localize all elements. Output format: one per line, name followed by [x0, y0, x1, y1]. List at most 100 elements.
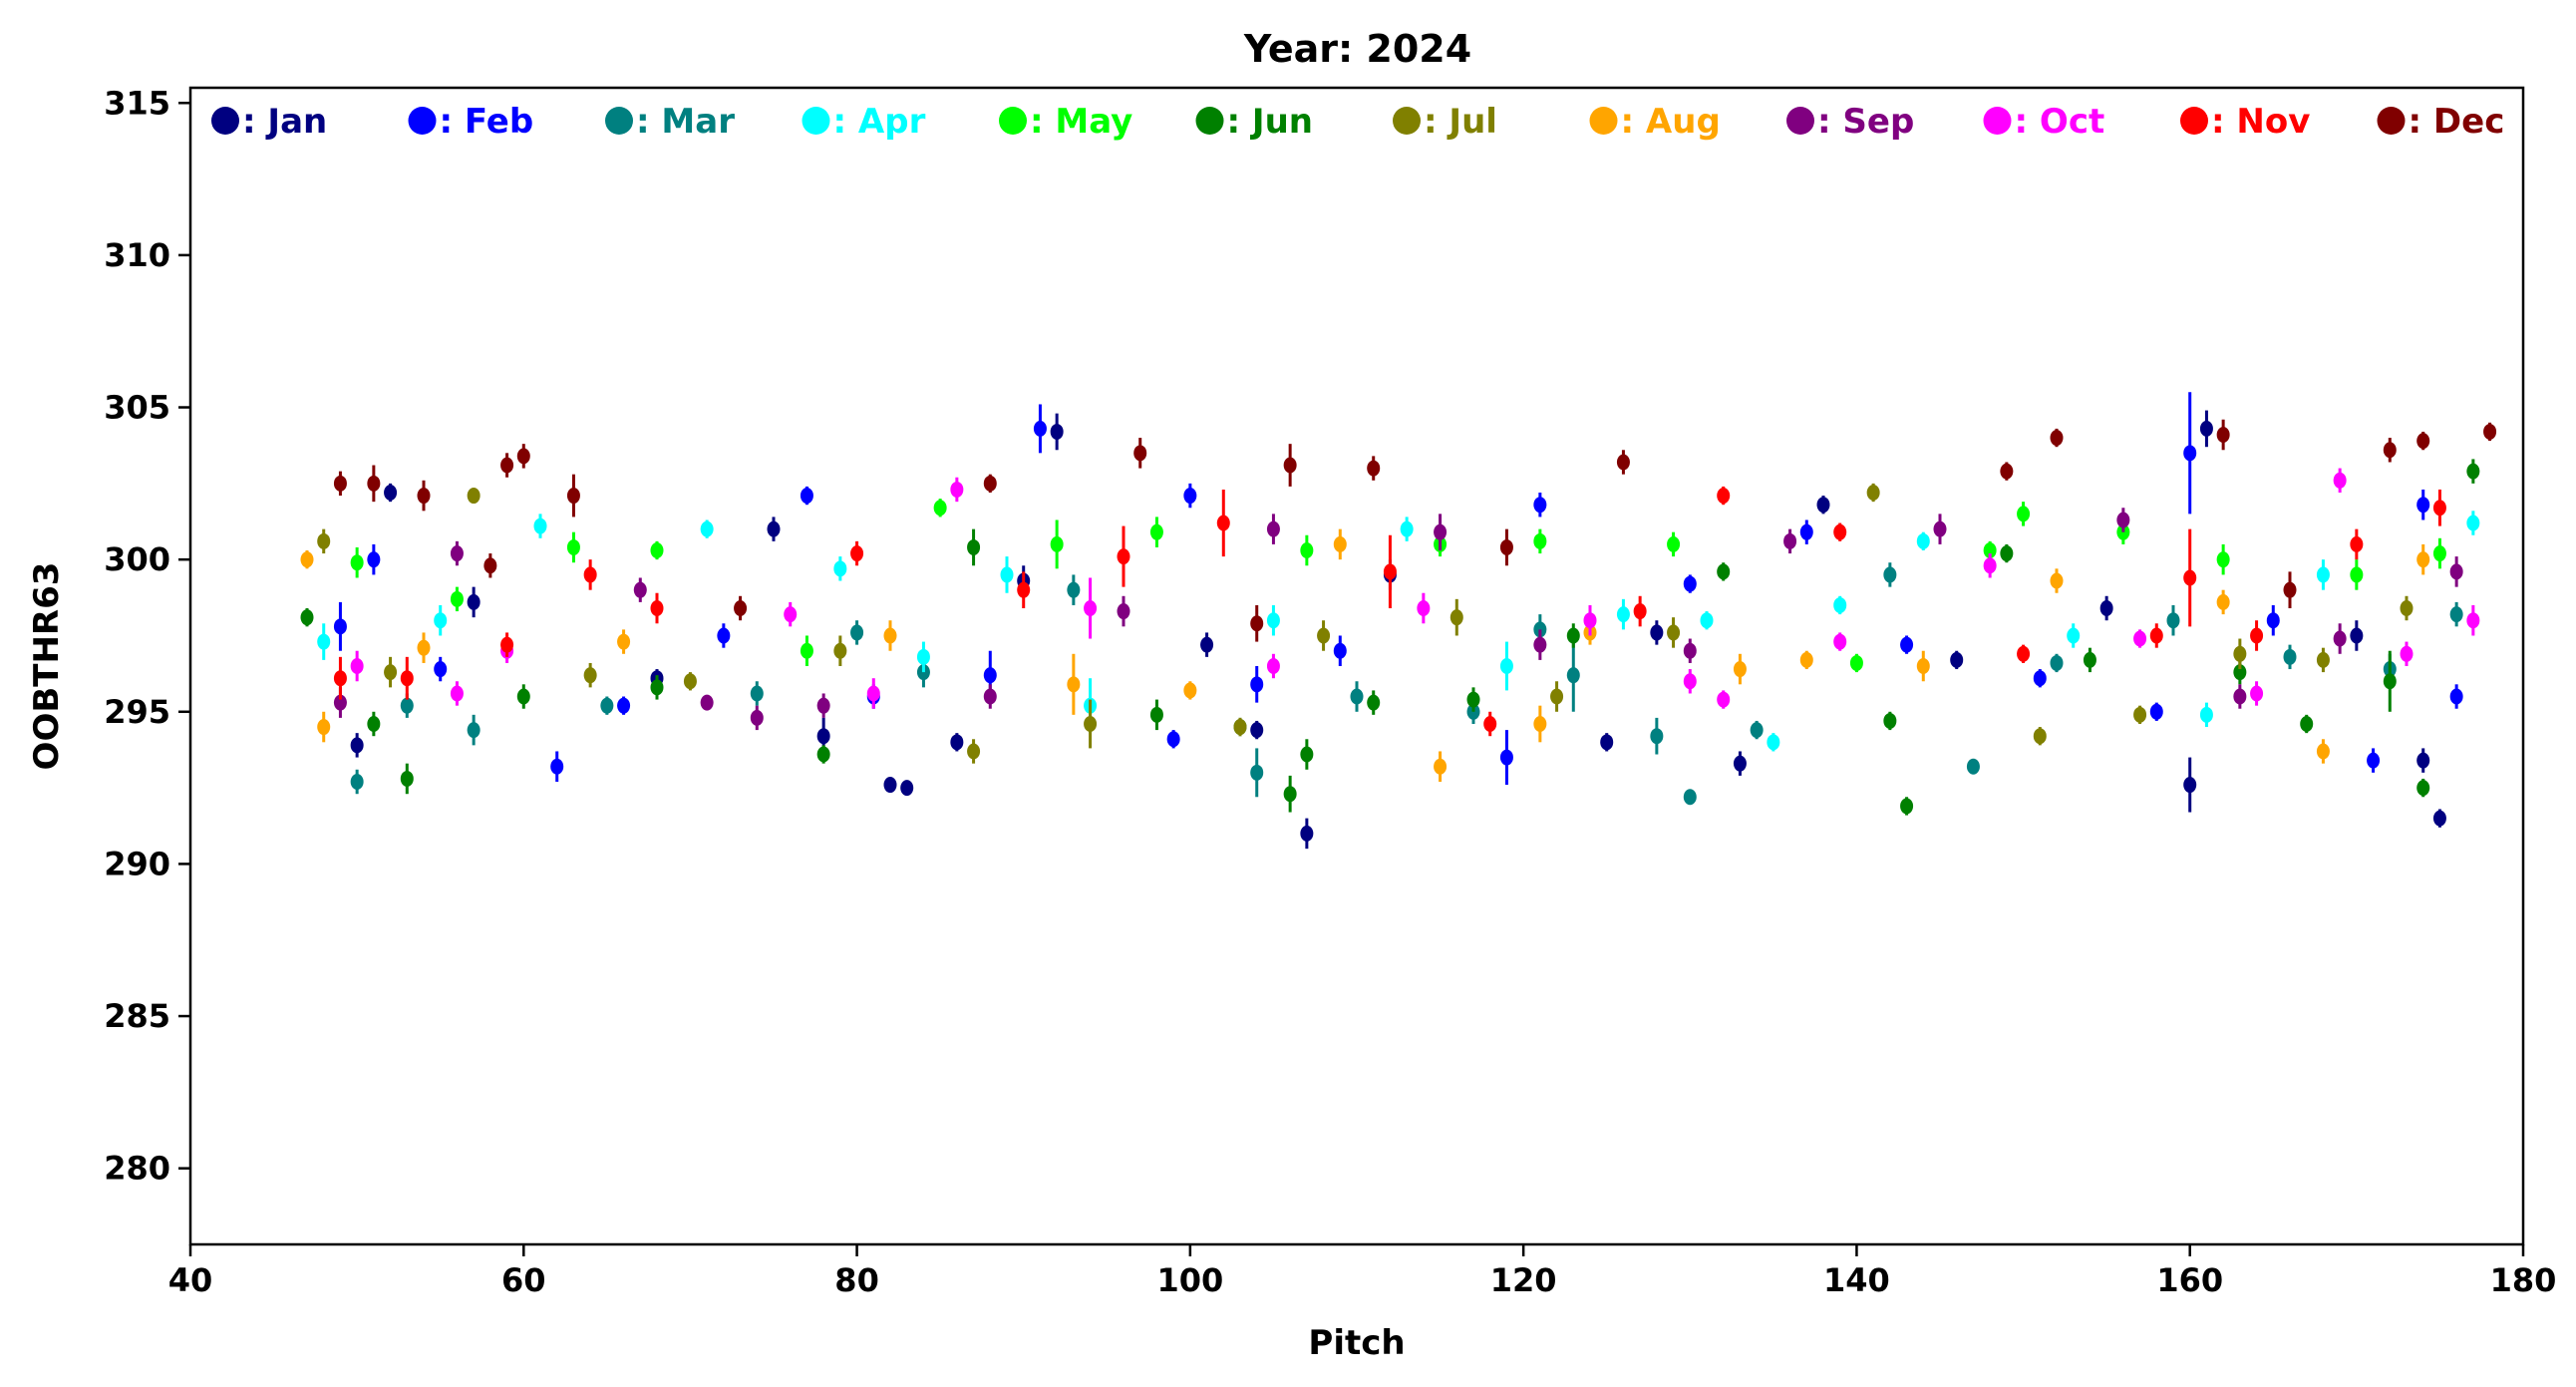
- data-point: [317, 532, 331, 549]
- series-5: [300, 459, 2480, 816]
- legend-marker: [408, 107, 437, 135]
- data-point: [583, 566, 597, 583]
- data-point: [2116, 512, 2130, 528]
- data-point: [1017, 581, 1031, 598]
- data-point: [1566, 667, 1580, 684]
- y-tick-label: 280: [104, 1150, 170, 1188]
- data-point: [1683, 642, 1697, 659]
- data-point: [1333, 535, 1347, 552]
- data-point: [1300, 542, 1314, 558]
- data-point: [2350, 566, 2364, 583]
- data-point: [983, 475, 997, 492]
- legend-marker: [211, 107, 239, 135]
- data-point: [950, 734, 964, 751]
- data-point: [1616, 454, 1630, 471]
- y-tick-label: 305: [104, 389, 170, 427]
- data-point: [2017, 645, 2031, 662]
- data-point: [483, 557, 497, 574]
- x-tick-label: 80: [834, 1261, 879, 1299]
- data-point: [1683, 789, 1697, 806]
- data-point: [2350, 627, 2364, 644]
- legend-marker: [1589, 107, 1618, 135]
- legend-label: : Nov: [2211, 102, 2310, 142]
- data-point: [2466, 612, 2480, 629]
- data-point: [1133, 445, 1147, 462]
- data-point: [1700, 612, 1714, 629]
- data-point: [916, 648, 930, 665]
- data-point: [816, 697, 830, 714]
- data-point: [434, 612, 448, 629]
- data-point: [1149, 706, 1163, 723]
- data-point: [2083, 651, 2096, 668]
- data-point: [1417, 600, 1431, 616]
- data-point: [717, 627, 731, 644]
- data-point: [1533, 636, 1547, 653]
- data-point: [2316, 743, 2330, 760]
- data-point: [2133, 630, 2147, 647]
- data-point: [2449, 606, 2463, 623]
- legend-marker: [605, 107, 633, 135]
- legend-label: : Mar: [636, 102, 735, 142]
- data-point: [2199, 706, 2213, 723]
- data-point: [2350, 535, 2364, 552]
- data-point: [1717, 488, 1731, 505]
- legend-label: : Dec: [2409, 102, 2505, 142]
- data-point: [1916, 658, 1930, 674]
- data-point: [700, 520, 714, 537]
- data-point: [1566, 627, 1580, 644]
- data-point: [1200, 636, 1214, 653]
- legend-label: : Sep: [1817, 102, 1914, 142]
- data-point: [550, 758, 564, 775]
- data-point: [400, 697, 414, 714]
- data-point: [1916, 532, 1930, 549]
- data-point: [1983, 557, 1997, 574]
- data-point: [750, 709, 764, 726]
- legend-label: : Feb: [440, 102, 534, 142]
- data-point: [2017, 506, 2031, 522]
- data-point: [950, 481, 964, 498]
- data-point: [1533, 532, 1547, 549]
- data-point: [566, 538, 580, 555]
- data-point: [2466, 463, 2480, 480]
- data-point: [2383, 673, 2397, 690]
- data-point: [1983, 542, 1997, 558]
- data-point: [2416, 780, 2430, 797]
- data-point: [1783, 532, 1797, 549]
- data-point: [566, 488, 580, 505]
- data-point: [367, 475, 381, 492]
- data-point: [1833, 596, 1847, 613]
- data-point: [1067, 676, 1081, 693]
- series-1: [333, 392, 2463, 786]
- data-point: [2133, 706, 2147, 723]
- y-axis: 280 285 290 295 300 305 310 315: [104, 84, 190, 1188]
- data-point: [1750, 722, 1764, 739]
- data-point: [1367, 694, 1381, 711]
- data-point: [1650, 728, 1664, 745]
- data-point: [2432, 500, 2446, 517]
- data-point: [1266, 520, 1280, 537]
- data-point: [1283, 457, 1297, 474]
- data-point: [333, 670, 347, 687]
- data-point: [1250, 615, 1264, 632]
- data-point: [1849, 654, 1863, 671]
- data-point: [1367, 460, 1381, 477]
- y-tick-label: 300: [104, 540, 170, 578]
- data-point: [883, 627, 897, 644]
- data-point: [2250, 627, 2264, 644]
- data-point: [2316, 651, 2330, 668]
- data-point: [2216, 593, 2230, 610]
- data-point: [1533, 497, 1547, 514]
- data-point: [1767, 734, 1780, 751]
- data-point: [317, 719, 331, 736]
- data-point: [2416, 497, 2430, 514]
- series-9: [350, 468, 2480, 709]
- data-point: [450, 590, 464, 607]
- series-2: [350, 562, 2463, 806]
- data-point: [2432, 545, 2446, 562]
- data-point: [317, 633, 331, 650]
- data-point: [350, 737, 364, 754]
- data-point: [467, 593, 481, 610]
- data-point: [2233, 688, 2247, 705]
- data-point: [2300, 716, 2314, 732]
- data-point: [900, 780, 914, 797]
